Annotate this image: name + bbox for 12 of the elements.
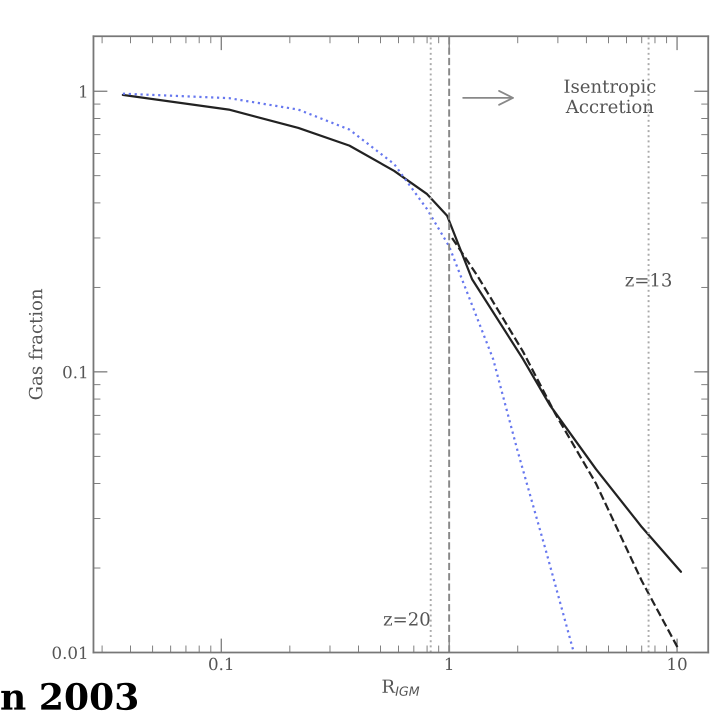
x-tick-label: 10 xyxy=(668,658,687,670)
y-axis-title: Gas fraction xyxy=(28,288,42,400)
y-tick-label: 1 xyxy=(80,85,86,98)
x-axis-title: R$_{IGM}$ xyxy=(382,680,420,696)
text: n 2003 xyxy=(1,682,138,710)
y-tick-label: 0.1 xyxy=(63,366,86,378)
y-tick-label: 0.01 xyxy=(52,646,86,660)
annotation: z=13 xyxy=(625,273,672,287)
x-tick-label: 1 xyxy=(446,658,452,670)
annotation: Isentropic Accretion xyxy=(564,79,656,114)
x-tick-label: 0.1 xyxy=(209,658,232,670)
annotation: z=20 xyxy=(384,612,430,626)
